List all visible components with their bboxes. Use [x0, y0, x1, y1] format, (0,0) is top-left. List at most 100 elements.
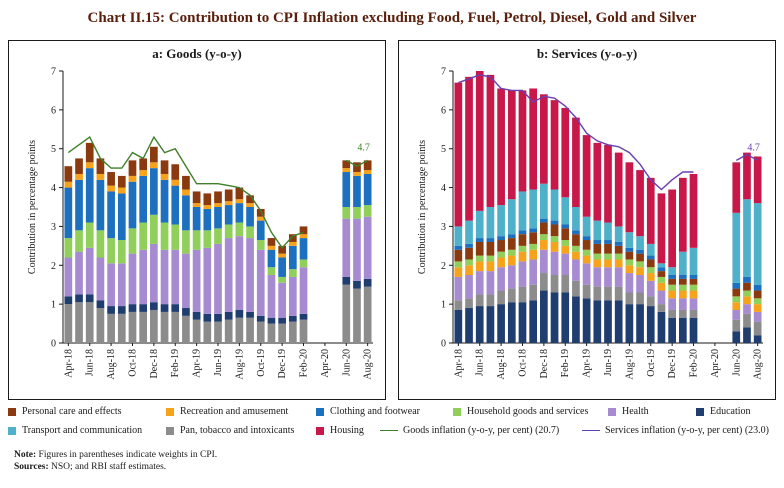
services-y-axis-label: Contribution in percentage points — [417, 140, 428, 274]
legend-label-housing: Housing — [330, 425, 364, 436]
goods-bar-household-Nov-19 — [267, 267, 276, 275]
goods-ytick-label: 6 — [51, 105, 56, 116]
services-bar-household-Mar-19 — [572, 245, 580, 252]
goods-bar-personal-Mar-19 — [182, 175, 190, 190]
services-bar-clothing-Nov-18 — [529, 228, 538, 233]
services-bar-clothing-May-19 — [593, 240, 602, 244]
services-bar-housing-Feb-20 — [689, 173, 698, 248]
legend-swatch-transport — [8, 426, 16, 435]
notes: Note: Figures in parentheses indicate we… — [14, 449, 217, 473]
legend-swatch-household — [453, 407, 461, 416]
services-bar-health-Sep-18 — [507, 265, 516, 289]
goods-bar-health-May-19 — [203, 247, 212, 314]
goods-bar-pan-May-19 — [203, 321, 212, 343]
services-bar-household-Nov-18 — [529, 243, 538, 250]
services-xtick-label: Oct-18 — [517, 349, 528, 377]
goods-bar-recreation-Jan-20 — [288, 241, 297, 246]
services-xtick-label: Jun-18 — [475, 349, 486, 376]
legend-label-transport: Transport and communication — [22, 425, 143, 436]
services-bar-personal-Jun-18 — [475, 241, 484, 256]
legend-label-recreation: Recreation and amusement — [180, 406, 289, 417]
goods-bar-education-Apr-19 — [192, 311, 201, 320]
goods-bar-clothing-Nov-18 — [139, 175, 148, 223]
services-bar-education-Jul-18 — [486, 306, 495, 343]
services-bar-transport-Jun-20 — [732, 212, 741, 283]
goods-bar-clothing-Aug-18 — [107, 191, 115, 239]
services-bar-education-May-19 — [593, 300, 602, 343]
services-bar-personal-Aug-20 — [753, 290, 762, 299]
services-bar-education-Dec-18 — [540, 290, 548, 343]
services-bar-personal-Jul-18 — [486, 241, 495, 256]
goods-bar-health-Jun-18 — [85, 247, 94, 295]
legend-item-clothing: Clothing and footwear — [316, 406, 420, 417]
services-ytick-label: 3 — [441, 222, 446, 233]
services-bar-pan-Mar-19 — [572, 280, 580, 297]
goods-bar-personal-Jun-20 — [342, 160, 351, 169]
goods-xtick-label: Apr-18 — [63, 349, 74, 378]
services-bar-recreation-Nov-18 — [529, 249, 538, 260]
goods-ytick-label: 5 — [51, 144, 56, 155]
note-label: Note: — [14, 450, 37, 460]
legend-label-services-line: Services inflation (y-o-y, per cent) (23… — [605, 425, 770, 436]
services-bar-household-Aug-18 — [497, 251, 505, 258]
services-bar-education-Aug-20 — [753, 335, 762, 343]
services-bar-household-Nov-19 — [657, 276, 666, 283]
services-bar-housing-Aug-18 — [497, 88, 505, 206]
services-bar-education-Apr-19 — [582, 298, 591, 343]
services-bar-household-Jul-19 — [614, 253, 623, 260]
goods-bar-health-Jul-20 — [353, 218, 361, 281]
legend-item-transport: Transport and communication — [8, 425, 142, 436]
services-bar-clothing-Nov-19 — [657, 267, 666, 272]
goods-bar-personal-Oct-18 — [128, 160, 137, 176]
legend-swatch-recreation — [166, 407, 174, 416]
services-bar-clothing-Apr-19 — [582, 236, 591, 241]
goods-bar-health-Jun-20 — [342, 218, 351, 277]
services-bar-transport-May-18 — [465, 220, 473, 244]
services-bar-health-Jun-18 — [475, 271, 484, 295]
services-bar-pan-Oct-19 — [646, 296, 655, 307]
services-bar-health-Mar-19 — [572, 259, 580, 281]
services-bar-housing-Mar-19 — [572, 117, 580, 207]
services-bar-health-Jan-20 — [678, 298, 687, 310]
services-panel: b: Services (y-o-y) 0 1 2 3 4 5 6 7 Contribution… — [398, 40, 776, 400]
services-bar-household-Sep-19 — [636, 261, 644, 268]
services-bar-pan-Dec-19 — [668, 309, 676, 318]
services-bar-pan-Jul-20 — [743, 313, 751, 328]
services-bar-transport-Jun-19 — [604, 222, 612, 241]
legend-label-goods-line: Goods inflation (y-o-y, per cent) (20.7) — [403, 425, 560, 436]
sources-text: NSO; and RBI staff estimates. — [51, 462, 167, 472]
services-bar-personal-Aug-18 — [497, 240, 505, 252]
services-bar-household-Jun-18 — [475, 255, 484, 262]
services-bar-pan-Feb-20 — [689, 309, 698, 318]
services-bar-education-Jun-18 — [475, 306, 484, 343]
services-bar-clothing-Jun-18 — [475, 238, 484, 242]
legend-swatch-pan — [166, 426, 174, 435]
services-bar-recreation-Jul-19 — [614, 259, 623, 268]
legend-item-housing: Housing — [316, 425, 364, 436]
goods-bar-clothing-Feb-20 — [299, 238, 308, 260]
services-bar-personal-Jun-19 — [604, 243, 612, 254]
services-bar-household-Aug-19 — [625, 259, 634, 266]
goods-bar-pan-Jun-18 — [85, 302, 94, 343]
services-bar-pan-Jul-19 — [614, 286, 623, 301]
services-bar-education-Nov-18 — [529, 300, 538, 343]
services-bar-transport-Dec-19 — [668, 267, 676, 275]
services-bar-clothing-Oct-19 — [646, 255, 655, 260]
goods-bar-clothing-Sep-18 — [117, 193, 126, 241]
goods-bar-personal-Nov-18 — [139, 158, 148, 171]
goods-bar-education-Nov-18 — [139, 304, 148, 312]
goods-xtick-label: Oct-19 — [256, 349, 267, 377]
legend-swatch-health — [608, 407, 616, 416]
services-bar-transport-Feb-19 — [561, 197, 570, 225]
services-bar-pan-Jun-19 — [604, 286, 612, 301]
services-bar-personal-Jan-19 — [550, 224, 559, 237]
legend-label-health: Health — [622, 406, 649, 417]
goods-ytick-label: 4 — [51, 183, 56, 194]
goods-ytick-label: 7 — [51, 67, 56, 78]
goods-bar-clothing-Nov-19 — [267, 249, 276, 268]
legend-label-education: Education — [710, 406, 751, 417]
goods-bar-recreation-Dec-19 — [278, 253, 286, 258]
services-bar-health-Jul-19 — [614, 267, 623, 287]
services-bar-education-Jun-20 — [732, 331, 741, 343]
services-bar-transport-Jul-19 — [614, 226, 623, 242]
